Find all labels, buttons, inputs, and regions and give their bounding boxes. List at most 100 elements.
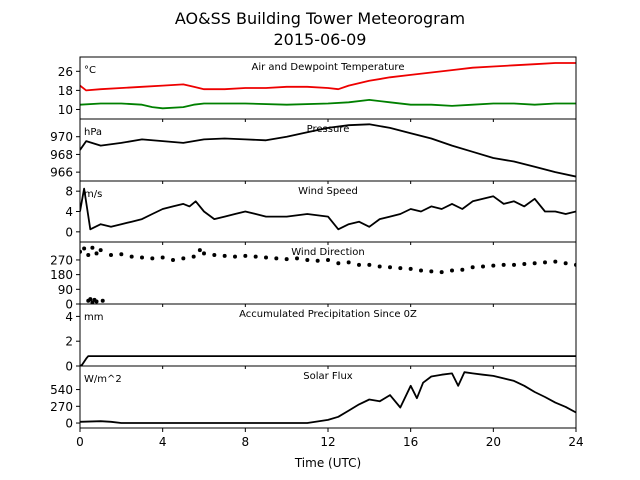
- data-point-wind_direction: [202, 251, 206, 256]
- y-tick-label: 8: [65, 185, 73, 199]
- y-tick-label: 540: [50, 383, 73, 397]
- plot-area: [80, 371, 576, 424]
- data-point-wind_direction: [429, 269, 434, 274]
- x-tick-label: 4: [159, 435, 167, 449]
- y-tick-label: 2: [65, 335, 73, 349]
- data-point-wind_direction: [388, 265, 392, 270]
- data-point-wind_direction_low: [94, 299, 99, 304]
- data-point-wind_direction: [129, 254, 134, 259]
- x-tick-label: 12: [320, 435, 335, 449]
- panel-unit-label: W/m^2: [84, 374, 122, 385]
- panel-5: 0 2 4 Accumulated Precipitation Since 0Z mm: [65, 303, 577, 374]
- y-tick-label: 90: [58, 283, 73, 297]
- data-point-wind_direction: [408, 266, 413, 271]
- data-point-wind_direction: [171, 257, 175, 262]
- y-tick-label: 18: [58, 84, 73, 98]
- data-point-wind_direction: [450, 268, 454, 273]
- data-point-wind_direction: [346, 260, 351, 265]
- data-point-wind_direction: [243, 253, 248, 258]
- data-point-wind_direction: [181, 256, 186, 261]
- figure-subtitle: 2015-06-09: [274, 30, 367, 49]
- x-tick-label: 20: [486, 435, 501, 449]
- data-point-wind_direction: [94, 251, 99, 256]
- panel-1: 10 18 26 Air and Dewpoint Temperature °C: [58, 56, 577, 122]
- data-point-wind_direction: [140, 255, 144, 260]
- data-point-wind_direction: [264, 255, 268, 260]
- data-point-wind_direction: [315, 258, 320, 263]
- data-point-wind_direction: [160, 255, 165, 260]
- data-point-wind_direction: [532, 261, 537, 266]
- panel-title: Pressure: [307, 124, 350, 135]
- y-tick-label: 26: [58, 65, 73, 79]
- data-point-wind_direction: [233, 254, 237, 259]
- plot-area: [80, 187, 576, 231]
- panel-unit-label: mm: [84, 312, 103, 323]
- data-point-wind_direction: [150, 256, 155, 261]
- series-line-temperature: [80, 62, 576, 92]
- y-tick-label: 270: [50, 253, 73, 267]
- data-point-wind_direction: [82, 246, 87, 251]
- data-point-wind_direction: [522, 262, 527, 267]
- data-point-wind_direction: [512, 262, 516, 267]
- panel-title: Air and Dewpoint Temperature: [252, 62, 405, 73]
- y-tick-label: 180: [50, 268, 73, 282]
- panel-3: 0 4 8 Wind Speed m/s: [65, 180, 577, 245]
- panel-unit-label: m/s: [84, 189, 102, 200]
- data-point-wind_direction: [460, 267, 465, 272]
- data-point-wind_direction: [481, 264, 485, 269]
- data-point-wind_direction: [543, 260, 547, 265]
- data-point-wind_direction: [563, 261, 568, 266]
- data-point-wind_direction: [336, 261, 341, 266]
- panel-title: Wind Direction: [291, 247, 365, 258]
- data-point-wind_direction: [119, 252, 124, 257]
- series-line-precip: [80, 355, 576, 366]
- y-tick-label: 4: [65, 205, 73, 219]
- data-point-wind_direction: [222, 253, 227, 258]
- y-tick-label: 0: [65, 360, 73, 374]
- y-tick-label: 0: [65, 417, 73, 431]
- figure-title: AO&SS Building Tower Meteorogram: [175, 9, 465, 28]
- panel-title: Accumulated Precipitation Since 0Z: [239, 309, 417, 320]
- series-line-dewpoint: [80, 99, 576, 110]
- data-point-wind_direction: [295, 256, 299, 261]
- data-point-wind_direction: [419, 268, 423, 273]
- data-point-wind_direction_low: [88, 297, 93, 302]
- data-point-wind_direction: [357, 262, 361, 267]
- data-point-wind_direction: [191, 254, 196, 259]
- plot-area: [80, 62, 576, 110]
- y-tick-label: 270: [50, 400, 73, 414]
- plot-area: [80, 123, 576, 178]
- data-point-wind_direction: [90, 245, 95, 250]
- y-tick-label: 10: [58, 103, 73, 117]
- data-point-wind_direction: [284, 257, 289, 262]
- data-point-wind_direction: [274, 256, 279, 261]
- panel-2: 966 968 970 Pressure hPa: [50, 118, 577, 184]
- data-point-wind_direction: [305, 257, 310, 262]
- y-tick-label: 968: [50, 148, 73, 162]
- data-point-wind_direction: [377, 264, 382, 269]
- data-point-wind_direction: [86, 253, 91, 258]
- series-line-solar: [80, 371, 576, 424]
- data-point-wind_direction: [491, 263, 496, 268]
- data-point-wind_direction: [470, 265, 475, 270]
- panel-title: Wind Speed: [298, 186, 358, 197]
- plot-area: [80, 355, 576, 366]
- y-tick-label: 0: [65, 225, 73, 239]
- data-point-wind_direction: [501, 262, 506, 267]
- data-point-wind_direction: [212, 253, 217, 258]
- data-point-wind_direction: [553, 259, 558, 264]
- panel-6: 0 270 540 0 4 8 12 16 20 24 Solar Flux W/m^2: [50, 365, 584, 449]
- y-tick-label: 4: [65, 310, 73, 324]
- series-line-pressure: [80, 123, 576, 178]
- panel-unit-label: °C: [84, 65, 96, 76]
- y-tick-label: 970: [50, 130, 73, 144]
- data-point-wind_direction: [326, 257, 330, 262]
- data-point-wind_direction: [439, 270, 444, 275]
- x-tick-label: 0: [76, 435, 84, 449]
- data-point-wind_direction: [398, 266, 403, 271]
- data-point-wind_direction_low: [100, 298, 105, 303]
- data-point-wind_direction: [98, 248, 103, 253]
